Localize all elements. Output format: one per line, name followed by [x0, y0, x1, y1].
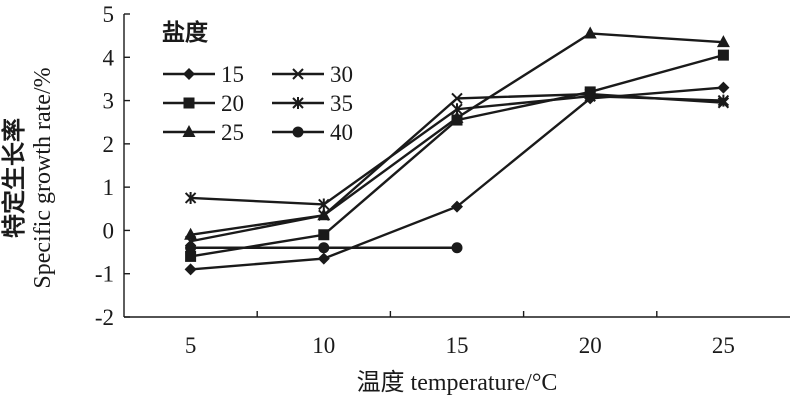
- legend-label: 35: [330, 91, 353, 116]
- data-point-15: [184, 263, 197, 276]
- x-tick-label: 5: [185, 333, 197, 358]
- data-point-35: [717, 94, 730, 107]
- legend-marker: [292, 97, 304, 109]
- y-tick-label: -1: [95, 262, 114, 287]
- legend-item-15: 15: [163, 62, 244, 87]
- y-tick-label: 5: [103, 2, 115, 27]
- data-point-40: [451, 242, 463, 254]
- data-point-35: [584, 90, 596, 103]
- x-tick-label: 20: [579, 333, 602, 358]
- series-layer: [184, 26, 730, 276]
- legend: 盐度 15 20 25 30 35 40: [162, 19, 353, 145]
- axes: [123, 14, 790, 318]
- series-35: [184, 90, 730, 211]
- y-ticks: -2 -1 0 1 2 3 4 5: [95, 2, 130, 330]
- legend-label: 25: [221, 120, 244, 145]
- x-ticks: 5 10 15 20 25: [185, 311, 735, 358]
- data-point-35: [318, 198, 330, 211]
- data-point-35: [451, 103, 463, 116]
- data-point-40: [185, 242, 197, 254]
- data-point-30: [451, 92, 463, 105]
- legend-marker: [182, 125, 196, 137]
- legend-label: 15: [221, 62, 244, 87]
- x-axis-title: 温度 temperature/°C: [357, 369, 558, 396]
- legend-marker: [183, 97, 195, 109]
- data-point-35: [184, 191, 197, 204]
- legend-marker: [183, 68, 195, 80]
- legend-item-30: 30: [272, 62, 353, 87]
- y-tick-label: 2: [103, 132, 115, 157]
- legend-marker: [292, 68, 304, 80]
- data-point-15: [451, 200, 463, 213]
- legend-marker: [292, 126, 304, 138]
- y-tick-label: 4: [103, 45, 115, 70]
- series-20: [185, 49, 729, 262]
- y-tick-label: 3: [103, 89, 115, 114]
- data-point-40: [318, 242, 330, 254]
- x-tick-label: 15: [446, 333, 469, 358]
- legend-label: 40: [330, 120, 353, 145]
- legend-item-40: 40: [272, 120, 353, 145]
- y-tick-label: 0: [103, 218, 115, 243]
- data-point-20: [717, 49, 729, 61]
- data-point-25: [583, 26, 597, 39]
- legend-label: 30: [330, 62, 353, 87]
- data-point-15: [317, 252, 330, 265]
- y-axis-title-cn: 特定生长率: [0, 118, 28, 238]
- data-point-25: [716, 35, 730, 48]
- data-point-20: [185, 250, 197, 262]
- y-axis-title: 特定生长率 Specific growth rate/%: [0, 67, 56, 288]
- legend-title: 盐度: [162, 19, 209, 45]
- data-point-20: [318, 229, 330, 241]
- legend-item-35: 35: [272, 91, 353, 116]
- x-tick-label: 25: [712, 333, 735, 358]
- y-tick-label: -2: [95, 305, 114, 330]
- legend-item-20: 20: [163, 91, 244, 116]
- data-point-25: [450, 110, 464, 123]
- data-point-15: [717, 81, 730, 94]
- y-tick-label: 1: [103, 175, 115, 200]
- series-40: [185, 242, 463, 254]
- legend-item-25: 25: [163, 120, 244, 145]
- legend-label: 20: [221, 91, 244, 116]
- x-tick-label: 10: [312, 333, 335, 358]
- y-axis-title-en: Specific growth rate/%: [30, 67, 56, 288]
- data-point-30: [318, 209, 330, 221]
